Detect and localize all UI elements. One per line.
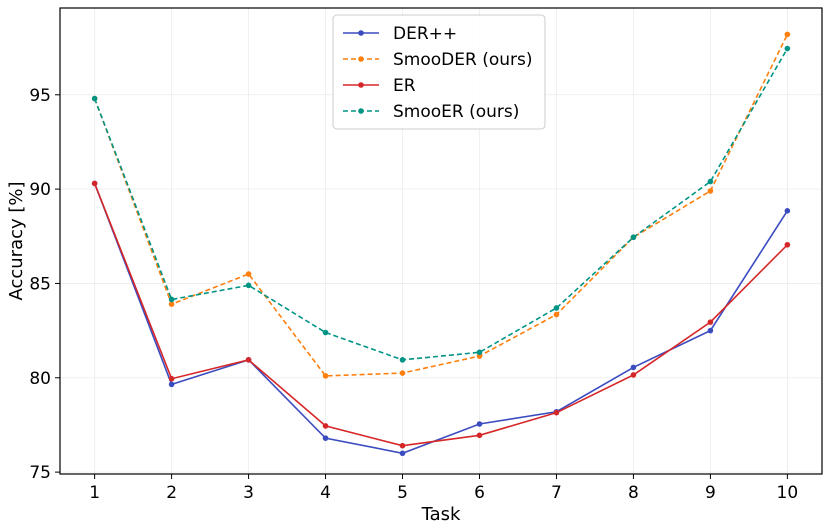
data-point xyxy=(630,364,637,371)
data-point xyxy=(784,241,791,248)
series-line-smooder-ours xyxy=(93,34,789,377)
x-tick-label: 10 xyxy=(777,483,799,503)
data-point xyxy=(630,234,637,241)
plot-area-frame xyxy=(59,7,823,475)
data-point xyxy=(168,375,175,382)
data-point xyxy=(553,311,560,318)
data-point xyxy=(707,319,714,325)
x-tick-label: 3 xyxy=(243,483,254,503)
data-point xyxy=(399,357,406,363)
data-point xyxy=(784,31,791,38)
data-point xyxy=(245,282,252,289)
data-point xyxy=(476,421,483,427)
y-tick-label: 85 xyxy=(29,274,51,294)
series-er xyxy=(91,180,791,449)
data-point xyxy=(245,271,252,277)
data-point xyxy=(630,372,637,378)
series-layer xyxy=(91,31,791,457)
data-point xyxy=(91,180,98,187)
data-point xyxy=(476,349,483,356)
data-point xyxy=(399,442,406,449)
y-tick-label: 95 xyxy=(29,86,51,106)
data-point xyxy=(399,450,406,457)
series-der xyxy=(91,180,791,457)
data-point xyxy=(245,357,252,363)
data-point xyxy=(168,381,175,388)
data-point xyxy=(322,435,329,441)
data-point xyxy=(707,178,714,185)
data-point xyxy=(322,329,329,336)
x-tick-label: 4 xyxy=(320,483,331,503)
x-tick-label: 5 xyxy=(397,483,408,503)
legend-item-smooder-ours: SmooDER (ours) xyxy=(343,50,533,70)
legend-label: DER++ xyxy=(393,24,457,44)
legend-box xyxy=(332,14,546,130)
series-line-er xyxy=(93,183,788,447)
legend-label: SmooER (ours) xyxy=(393,102,519,122)
series-line-smooer-ours xyxy=(93,48,789,361)
x-tick-label: 6 xyxy=(474,483,485,503)
x-tick-label: 2 xyxy=(166,483,177,503)
data-point xyxy=(476,432,483,439)
x-tick-label: 9 xyxy=(705,483,716,503)
y-tick-label: 90 xyxy=(29,180,51,200)
legend-label: ER xyxy=(393,76,416,96)
data-point xyxy=(784,45,791,52)
legend-item-smooer-ours: SmooER (ours) xyxy=(343,102,519,122)
legend-marker xyxy=(358,82,364,88)
legend-item-der: DER++ xyxy=(343,24,457,44)
data-point xyxy=(91,95,98,102)
data-point xyxy=(784,208,791,214)
data-point xyxy=(399,370,406,376)
y-tick-label: 80 xyxy=(29,369,51,389)
legend-item-er: ER xyxy=(343,76,416,96)
data-point xyxy=(322,373,329,379)
x-tick-label: 8 xyxy=(628,483,639,503)
data-point xyxy=(553,305,560,311)
data-point xyxy=(168,296,175,303)
series-smooer-ours xyxy=(91,45,791,363)
y-axis-label: Accuracy [%] xyxy=(6,181,27,300)
data-point xyxy=(322,423,329,429)
x-axis-ticks: 1 2 3 4 5 6 7 8 9 10 xyxy=(89,474,798,503)
series-line-der xyxy=(93,183,789,455)
legend-marker xyxy=(358,30,364,36)
legend-label: SmooDER (ours) xyxy=(393,50,533,70)
x-tick-label: 1 xyxy=(89,483,100,503)
x-tick-label: 7 xyxy=(551,483,562,503)
legend: DER++ SmooDER (ours) ER SmooER (ours) xyxy=(332,14,546,130)
x-axis-label: Task xyxy=(421,504,461,525)
data-point xyxy=(707,188,714,194)
data-point xyxy=(168,301,175,308)
y-tick-label: 75 xyxy=(29,463,51,483)
data-point xyxy=(553,409,560,416)
y-axis-ticks: 75 80 85 90 95 xyxy=(29,86,60,483)
legend-marker xyxy=(358,56,364,62)
data-point xyxy=(707,327,714,334)
legend-marker xyxy=(358,108,364,114)
